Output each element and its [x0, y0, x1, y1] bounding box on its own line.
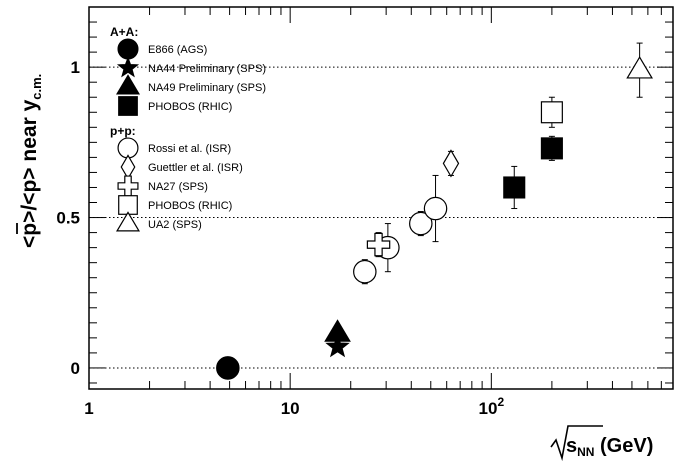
sqrt-sign — [550, 425, 603, 462]
data-point — [324, 319, 351, 342]
y-tick-label: 0 — [71, 359, 80, 378]
legend-marker — [118, 96, 138, 116]
legend-label: NA44 Preliminary (SPS) — [148, 63, 266, 75]
y-label-open: < — [18, 236, 41, 248]
data-point — [325, 334, 350, 358]
data-point — [353, 259, 377, 284]
reference-lines — [89, 66, 673, 369]
x-label-unit: (GeV) — [594, 435, 653, 457]
y-tick-label: 0.5 — [56, 209, 80, 228]
x-tick-label: 102 — [479, 395, 505, 418]
data-point — [216, 356, 240, 380]
x-tick-label: 10 — [281, 399, 300, 418]
data-point — [503, 176, 526, 199]
x-axis-label: sNN (GeV) — [550, 425, 653, 462]
x-tick-label: 1 — [84, 399, 93, 418]
data-point — [540, 101, 563, 124]
svg-text:sNN (GeV): sNN (GeV) — [566, 435, 653, 459]
data-point — [409, 211, 433, 236]
data-point — [366, 232, 391, 257]
plot-frame — [88, 6, 674, 390]
y-label-pbar: p — [18, 223, 41, 236]
legend-marker — [116, 74, 140, 95]
legend-marker — [116, 56, 140, 78]
legend: A+A: E866 (AGS) NA44 Preliminary (SPS) NA49… — [110, 25, 266, 232]
data-point — [442, 149, 460, 178]
tick-labels: 1 10 102 0 0.5 1 — [56, 58, 504, 418]
svg-text:<p>/<p> near yc.m.: <p>/<p> near yc.m. — [18, 74, 44, 248]
y-label-mid: >/<p> near y — [18, 99, 41, 222]
legend-label: PHOBOS (RHIC) — [148, 101, 232, 113]
legend-marker — [117, 175, 139, 197]
y-axis-label: <p>/<p> near yc.m. — [16, 74, 44, 248]
x-label-var: s — [566, 435, 577, 457]
legend-label: Guettler et al. (ISR) — [148, 162, 243, 174]
legend-label: Rossi et al. (ISR) — [148, 143, 231, 155]
legend-marker — [117, 38, 139, 60]
legend-label: NA49 Preliminary (SPS) — [148, 82, 266, 94]
legend-group-header: p+p: — [110, 124, 136, 138]
data-point — [540, 137, 563, 160]
y-label-sub: c.m. — [29, 74, 44, 100]
data-point — [626, 56, 653, 79]
legend-label: E866 (AGS) — [148, 44, 207, 56]
data-points — [216, 42, 653, 380]
legend-label: UA2 (SPS) — [148, 219, 202, 231]
legend-marker — [116, 211, 140, 232]
axis-ticks — [88, 7, 674, 389]
data-point — [423, 196, 448, 221]
legend-marker — [120, 154, 136, 180]
legend-label: PHOBOS (RHIC) — [148, 200, 232, 212]
legend-label: NA27 (SPS) — [148, 181, 208, 193]
legend-group-header: A+A: — [110, 25, 138, 39]
y-tick-label: 1 — [71, 58, 80, 77]
x-label-sub: NN — [577, 445, 594, 459]
